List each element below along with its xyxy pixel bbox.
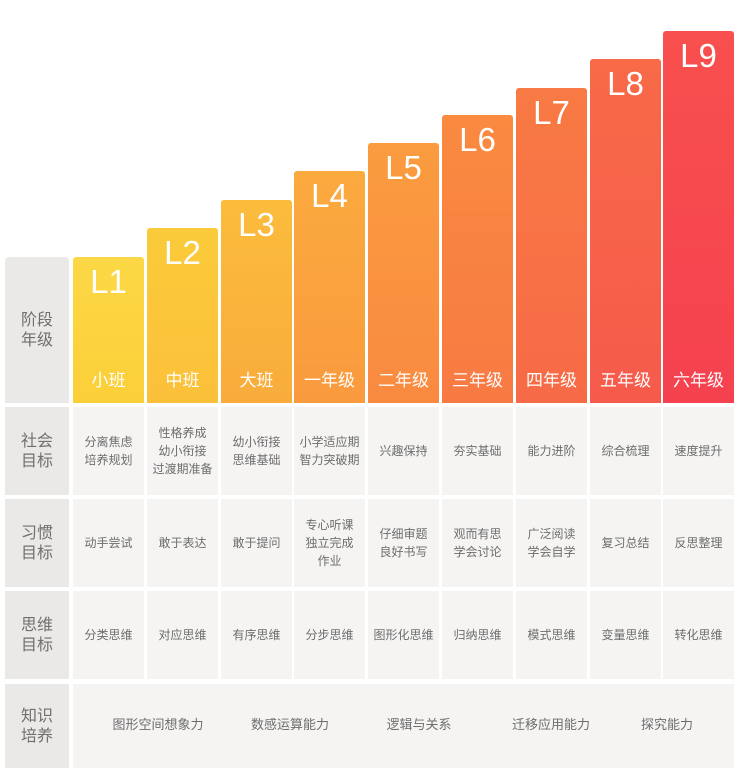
row-header-thinking: 思维 目标 <box>5 591 69 679</box>
level-bar-l8: L8 五年级 <box>590 59 661 403</box>
thinking-goal-cell: 对应思维 <box>147 591 218 679</box>
row-header-stage: 阶段 年级 <box>5 257 69 403</box>
row-header-knowledge: 知识 培养 <box>5 684 69 768</box>
row-header-habit: 习惯 目标 <box>5 499 69 587</box>
knowledge-item: 探究能力 <box>640 718 693 733</box>
row-header-knowledge-label: 知识 培养 <box>20 706 53 745</box>
grade-label: 三年级 <box>452 371 503 391</box>
level-label: L7 <box>533 94 570 131</box>
thinking-goal-cell: 有序思维 <box>221 591 292 679</box>
row-header-social: 社会 目标 <box>5 407 69 495</box>
social-goal-cell: 幼小衔接 思维基础 <box>221 407 292 495</box>
social-goal-cell: 性格养成 幼小衔接 过渡期准备 <box>147 407 218 495</box>
thinking-goal-cell: 变量思维 <box>590 591 661 679</box>
level-bar-l3: L3 大班 <box>221 200 292 403</box>
row-header-social-label: 社会 目标 <box>20 431 53 470</box>
habit-goal-cell: 观而有思 学会讨论 <box>442 499 513 587</box>
habit-goal-cell: 敢于提问 <box>221 499 292 587</box>
habit-goal-cell: 复习总结 <box>590 499 661 587</box>
grade-label: 二年级 <box>378 371 429 391</box>
grade-label: 六年级 <box>673 371 724 391</box>
level-label: L3 <box>238 206 275 243</box>
knowledge-item: 数感运算能力 <box>250 718 329 733</box>
social-goal-cell: 兴趣保持 <box>368 407 439 495</box>
level-label: L6 <box>459 121 496 158</box>
habit-goal-cell: 动手尝试 <box>73 499 144 587</box>
habit-goal-cell: 广泛阅读 学会自学 <box>516 499 587 587</box>
level-label: L4 <box>311 177 348 214</box>
grade-label: 五年级 <box>600 371 651 391</box>
level-bar-l7: L7 四年级 <box>516 88 587 403</box>
level-label: L2 <box>164 234 201 271</box>
knowledge-item: 图形空间想象力 <box>112 718 204 733</box>
thinking-goal-cell: 转化思维 <box>663 591 734 679</box>
social-goal-cell: 速度提升 <box>663 407 734 495</box>
level-bar-l6: L6 三年级 <box>442 115 513 403</box>
social-goal-cell: 小学适应期 智力突破期 <box>294 407 365 495</box>
row-header-habit-label: 习惯 目标 <box>20 523 53 562</box>
level-bar-l9: L9 六年级 <box>663 31 734 403</box>
level-label: L5 <box>385 149 422 186</box>
habit-goal-cell: 敢于表达 <box>147 499 218 587</box>
social-goal-cell: 能力进阶 <box>516 407 587 495</box>
habit-goal-cell: 仔细审题 良好书写 <box>368 499 439 587</box>
habit-goal-cell: 专心听课 独立完成 作业 <box>294 499 365 587</box>
level-label: L1 <box>90 263 127 300</box>
level-label: L8 <box>607 65 644 102</box>
grade-label: 四年级 <box>526 371 577 391</box>
level-label: L9 <box>680 37 717 74</box>
thinking-goal-cell: 归纳思维 <box>442 591 513 679</box>
row-header-thinking-label: 思维 目标 <box>20 615 53 654</box>
thinking-goal-cell: 模式思维 <box>516 591 587 679</box>
social-goal-cell: 分离焦虑 培养规划 <box>73 407 144 495</box>
habit-goal-cell: 反思整理 <box>663 499 734 587</box>
level-bar-l2: L2 中班 <box>147 228 218 403</box>
social-goal-cell: 综合梳理 <box>590 407 661 495</box>
level-bar-l4: L4 一年级 <box>294 171 365 403</box>
level-bar-l5: L5 二年级 <box>368 143 439 403</box>
thinking-goal-cell: 分步思维 <box>294 591 365 679</box>
social-goal-cell: 夯实基础 <box>442 407 513 495</box>
row-header-stage-label: 阶段 年级 <box>20 310 53 349</box>
knowledge-item: 逻辑与关系 <box>386 718 452 733</box>
grade-label: 小班 <box>91 371 126 391</box>
grade-label: 一年级 <box>304 371 355 391</box>
knowledge-row: 图形空间想象力 数感运算能力 逻辑与关系 迁移应用能力 探究能力 <box>73 684 734 768</box>
level-bar-l1: L1 小班 <box>73 257 144 403</box>
thinking-goal-cell: 分类思维 <box>73 591 144 679</box>
knowledge-item: 迁移应用能力 <box>511 718 590 733</box>
thinking-goal-cell: 图形化思维 <box>368 591 439 679</box>
grade-label: 大班 <box>239 371 274 391</box>
grade-label: 中班 <box>165 371 200 391</box>
